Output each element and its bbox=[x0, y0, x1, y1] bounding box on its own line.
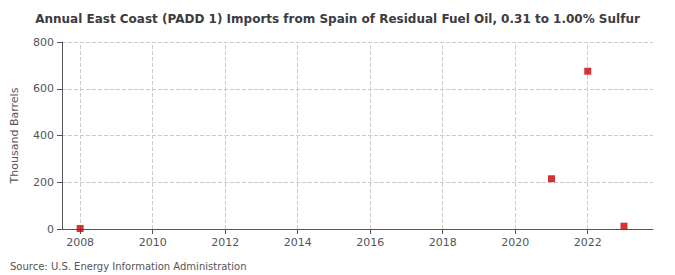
svg-text:Source: U.S. Energy Informatio: Source: U.S. Energy Information Administ… bbox=[10, 261, 247, 272]
svg-text:2010: 2010 bbox=[139, 236, 167, 249]
svg-text:2008: 2008 bbox=[66, 236, 94, 249]
svg-text:Thousand Barrels: Thousand Barrels bbox=[8, 87, 21, 184]
svg-text:2020: 2020 bbox=[501, 236, 529, 249]
svg-text:400: 400 bbox=[33, 129, 54, 142]
svg-text:2014: 2014 bbox=[284, 236, 312, 249]
svg-text:0: 0 bbox=[47, 223, 54, 236]
svg-text:2016: 2016 bbox=[356, 236, 384, 249]
svg-text:2012: 2012 bbox=[211, 236, 239, 249]
svg-text:2018: 2018 bbox=[429, 236, 457, 249]
svg-text:Annual East Coast (PADD 1) Imp: Annual East Coast (PADD 1) Imports from … bbox=[35, 12, 640, 26]
svg-text:200: 200 bbox=[33, 176, 54, 189]
svg-text:600: 600 bbox=[33, 82, 54, 95]
svg-text:2022: 2022 bbox=[574, 236, 602, 249]
svg-text:800: 800 bbox=[33, 36, 54, 49]
